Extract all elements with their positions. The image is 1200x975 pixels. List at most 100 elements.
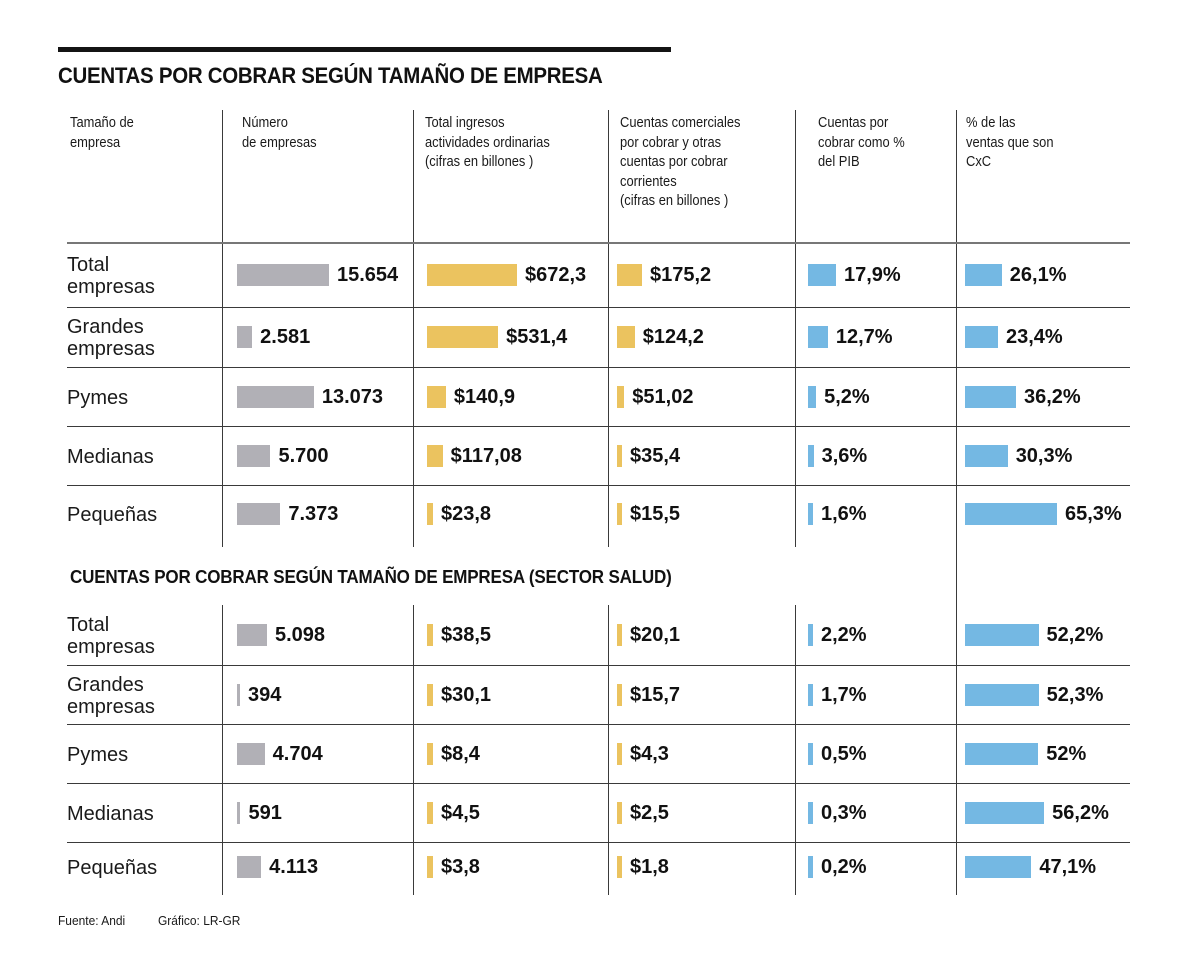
bar-cxc: [617, 503, 622, 525]
value-label-ingresos: $3,8: [441, 855, 480, 878]
column-header-line: Tamaño de: [70, 114, 134, 131]
value-label-ingresos: $117,08: [450, 444, 522, 467]
value-label-ingresos: $30,1: [441, 683, 492, 706]
bar-ingresos: [427, 263, 517, 286]
bar-pib: [808, 326, 828, 348]
value-label-ingresos: $8,4: [441, 742, 480, 765]
value-label-pib: 3,6%: [821, 444, 868, 467]
row-label-line: empresas: [67, 275, 155, 298]
column-divider: [608, 605, 609, 895]
column-divider: [222, 605, 223, 895]
column-divider: [222, 110, 223, 547]
value-label-ventas: 30,3%: [1015, 444, 1073, 467]
column-divider: [413, 110, 414, 547]
row-label-line: Total: [67, 253, 110, 276]
value-label-cxc: $20,1: [630, 624, 681, 646]
value-label-pib: 2,2%: [821, 624, 867, 646]
value-label-ingresos: $531,4: [506, 326, 568, 348]
row-label: Medianas: [67, 803, 154, 825]
value-label-num: 13.073: [321, 385, 383, 408]
column-header-line: ventas que son: [966, 133, 1054, 151]
row-label-line: Medianas: [67, 802, 154, 825]
row-divider: [67, 242, 1130, 244]
bar-pib: [808, 624, 813, 646]
value-label-ventas: 52%: [1046, 742, 1087, 765]
column-header-cxc: Cuentas comerciales por cobrar y otras cue…: [620, 113, 740, 211]
value-label-cxc: $35,4: [630, 444, 681, 467]
column-divider: [795, 605, 796, 895]
bar-cxc: [617, 742, 622, 765]
bar-ventas: [965, 742, 1039, 765]
footer-source: Fuente: Andi: [58, 913, 126, 928]
value-label-ventas: 23,4%: [1005, 326, 1063, 348]
value-label-ingresos: $140,9: [453, 385, 516, 408]
row-divider: [67, 665, 1130, 666]
row-divider: [67, 426, 1130, 427]
value-label-ingresos: $4,5: [441, 801, 480, 824]
value-label-num: 15.654: [337, 263, 399, 286]
row-divider: [67, 842, 1130, 843]
row-label-line: Pymes: [67, 386, 129, 409]
value-label-num: 394: [248, 683, 282, 706]
column-header-line: actividades ordinarias: [425, 133, 550, 151]
value-label-ventas: 47,1%: [1039, 855, 1097, 878]
value-label-ingresos: $23,8: [441, 503, 492, 525]
row-label-line: Grandes: [67, 673, 144, 696]
column-divider: [413, 605, 414, 895]
bar-ingresos: [427, 683, 433, 706]
bar-ingresos: [427, 503, 433, 525]
bar-ventas: [965, 624, 1039, 646]
bar-pib: [808, 263, 836, 286]
row-divider: [67, 724, 1130, 725]
column-header-line: (cifras en billones ): [425, 153, 534, 170]
bar-ventas: [965, 855, 1032, 878]
bar-ingresos: [427, 444, 443, 467]
value-label-cxc: $4,3: [630, 742, 669, 765]
row-label-line: Pequeñas: [67, 504, 158, 526]
row-divider: [67, 783, 1130, 784]
column-divider: [608, 110, 609, 547]
bar-ingresos: [427, 801, 433, 824]
value-label-num: 4.113: [269, 855, 319, 878]
column-divider: [956, 605, 957, 895]
value-label-ventas: 56,2%: [1052, 801, 1109, 824]
bar-num: [237, 742, 265, 765]
row-label-line: empresas: [67, 695, 155, 718]
bar-num: [237, 503, 281, 525]
column-header-line: empresa: [70, 133, 121, 151]
bar-cxc: [617, 855, 622, 878]
column-header-ventas: % de las ventas que son CxC: [966, 113, 1054, 172]
bar-ventas: [965, 263, 1002, 286]
value-label-pib: 0,2%: [821, 855, 867, 878]
column-divider: [956, 110, 957, 547]
bar-ingresos: [427, 742, 433, 765]
bar-cxc: [617, 624, 622, 646]
bar-num: [237, 624, 267, 646]
bar-ventas: [965, 683, 1039, 706]
row-label-line: Pymes: [67, 743, 129, 766]
value-label-ventas: 52,2%: [1046, 624, 1104, 646]
value-label-pib: 0,3%: [821, 801, 867, 824]
value-label-cxc: $1,8: [630, 855, 669, 878]
column-header-line: Cuentas por: [818, 114, 889, 131]
column-divider: [795, 110, 796, 547]
column-header-line: corrientes: [620, 172, 677, 190]
row-label-line: Pequeñas: [67, 856, 158, 879]
row-label-line: Total: [67, 614, 110, 636]
value-label-num: 591: [248, 801, 282, 824]
value-label-ventas: 52,3%: [1046, 683, 1104, 706]
row-label: Grandes empresas: [67, 316, 155, 360]
bar-ventas: [965, 503, 1057, 525]
column-header-line: Cuentas comerciales: [620, 114, 741, 131]
row-divider: [67, 307, 1130, 308]
row-label-line: Medianas: [67, 445, 154, 468]
value-label-num: 7.373: [288, 503, 339, 525]
bar-cxc: [617, 263, 642, 286]
value-label-cxc: $15,7: [630, 683, 681, 706]
value-label-num: 4.704: [272, 742, 323, 765]
value-label-ingresos: $672,3: [525, 263, 587, 286]
bar-ventas: [965, 444, 1008, 467]
section-subtitle: CUENTAS POR COBRAR SEGÚN TAMAÑO DE EMPRE…: [70, 566, 672, 587]
bar-pib: [808, 683, 813, 706]
bar-ventas: [965, 385, 1016, 408]
